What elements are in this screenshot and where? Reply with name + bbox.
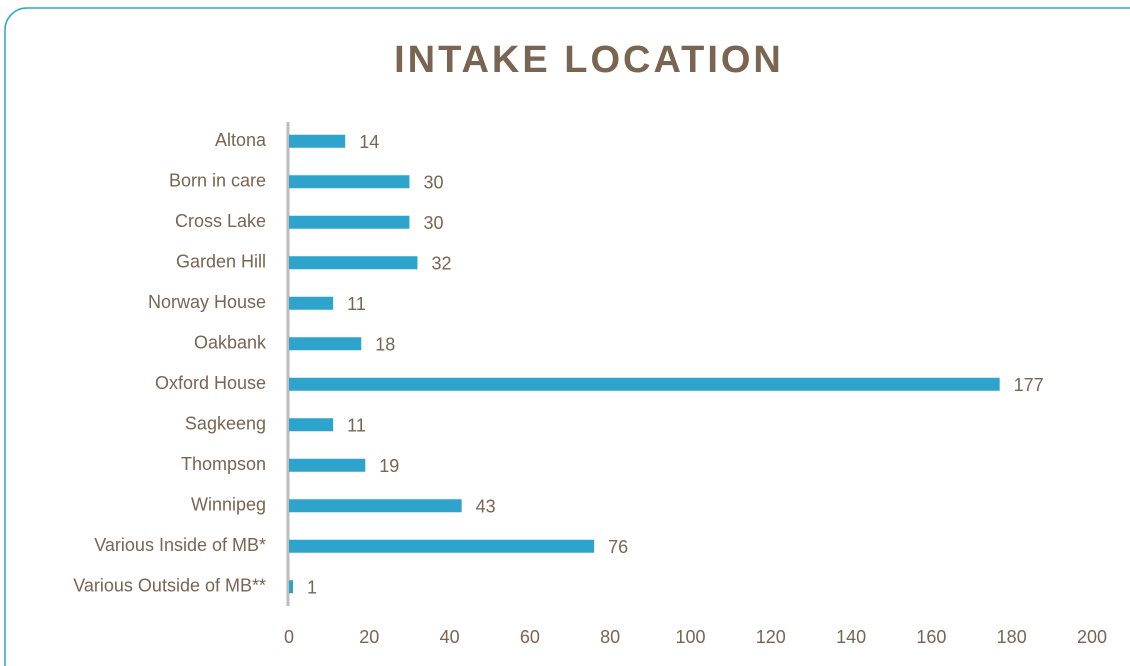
x-tick-label: 40: [440, 627, 460, 647]
data-label: 11: [347, 416, 366, 436]
x-tick-label: 60: [520, 627, 540, 647]
y-tick-label: Thompson: [181, 454, 266, 474]
bar: [289, 134, 346, 148]
x-tick-label: 180: [997, 627, 1027, 647]
bar: [289, 499, 462, 513]
bar: [289, 377, 1000, 391]
x-tick-label: 200: [1077, 627, 1107, 647]
y-tick-label: Cross Lake: [175, 211, 266, 231]
x-tick-label: 20: [359, 627, 379, 647]
data-label: 30: [423, 173, 443, 193]
bar: [289, 580, 294, 594]
bar: [289, 175, 410, 189]
y-tick-label: Norway House: [148, 292, 266, 312]
data-label: 43: [476, 497, 496, 517]
x-tick-label: 100: [675, 627, 705, 647]
y-tick-label: Oakbank: [194, 333, 267, 353]
bar: [289, 256, 418, 270]
data-label: 18: [375, 335, 395, 355]
y-tick-label: Born in care: [169, 171, 266, 191]
y-tick-label: Sagkeeng: [185, 414, 266, 434]
data-label: 177: [1014, 375, 1044, 395]
x-tick-label: 80: [600, 627, 620, 647]
data-label: 76: [608, 537, 628, 557]
data-label: 11: [347, 294, 366, 314]
bar: [289, 296, 334, 310]
y-tick-label: Oxford House: [155, 373, 266, 393]
x-tick-label: 160: [916, 627, 946, 647]
data-label: 14: [359, 132, 379, 152]
x-tick-label: 0: [284, 627, 294, 647]
bar: [289, 337, 362, 351]
x-tick-label: 120: [756, 627, 786, 647]
x-tick-label: 140: [836, 627, 866, 647]
data-label: 30: [423, 213, 443, 233]
bar: [289, 539, 595, 553]
bar: [289, 215, 410, 229]
y-tick-label: Altona: [215, 130, 267, 150]
data-label: 19: [379, 456, 399, 476]
chart-title: INTAKE LOCATION: [394, 39, 784, 81]
data-label: 32: [431, 254, 451, 274]
bar: [289, 458, 366, 472]
y-tick-label: Winnipeg: [191, 495, 266, 515]
y-tick-label: Garden Hill: [176, 252, 266, 272]
chart-border: [4, 7, 1130, 666]
data-label: 1: [307, 578, 317, 598]
bar: [289, 418, 334, 432]
y-tick-label: Various Inside of MB*: [94, 535, 266, 555]
y-tick-label: Various Outside of MB**: [73, 576, 266, 596]
